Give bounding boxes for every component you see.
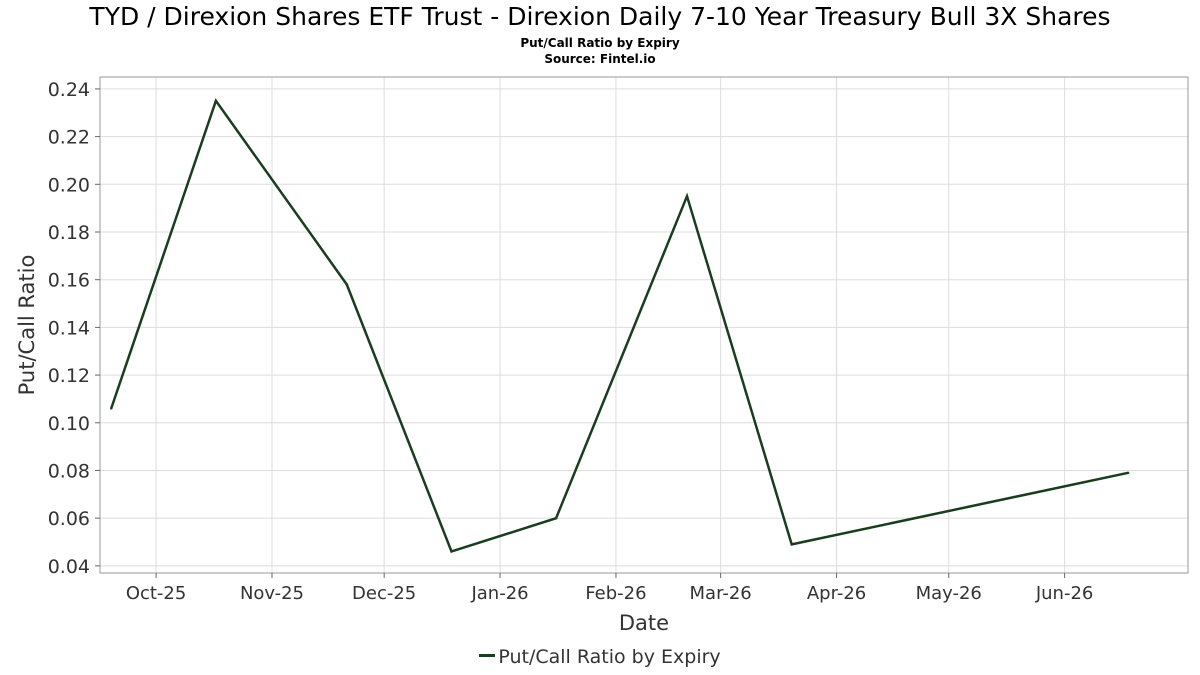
y-tick-label: 0.06	[48, 508, 90, 530]
data-point	[345, 283, 348, 286]
x-tick-label: Dec-25	[352, 583, 416, 604]
data-point	[1126, 471, 1130, 475]
x-axis-label: Date	[619, 611, 669, 635]
x-tick-label: Oct-25	[126, 583, 187, 604]
x-tick-label: Nov-25	[240, 583, 304, 604]
y-tick-label: 0.22	[48, 127, 90, 149]
chart-source: Source: Fintel.io	[544, 52, 656, 66]
plot-frame	[99, 76, 1189, 574]
data-point	[450, 550, 453, 553]
data-point	[214, 99, 218, 103]
plot-border	[99, 76, 1189, 574]
grid-lines	[100, 77, 1188, 573]
y-tick-label: 0.16	[48, 270, 90, 292]
x-axis: Oct-25 Nov-25 Dec-25 Jan-26 Feb-26 Mar-26 Apr-…	[126, 573, 1094, 604]
x-tick-label: Jun-26	[1035, 583, 1094, 604]
x-tick-label: Apr-26	[807, 583, 866, 604]
chart-subtitle: Put/Call Ratio by Expiry	[520, 36, 680, 50]
legend: Put/Call Ratio by Expiry	[0, 646, 1200, 668]
y-tick-label: 0.08	[48, 460, 90, 482]
series-layer	[110, 98, 1130, 554]
y-tick-label: 0.14	[48, 317, 90, 339]
y-axis: 0.04 0.06 0.08 0.10 0.12 0.14 0.16 0.18 0.20 0.22…	[48, 79, 100, 578]
y-axis-label: Put/Call Ratio	[15, 255, 39, 396]
data-point	[110, 407, 113, 410]
y-tick-label: 0.24	[48, 79, 90, 101]
x-tick-label: Mar-26	[690, 583, 752, 604]
x-tick-label: May-26	[916, 583, 982, 604]
y-tick-label: 0.18	[48, 222, 90, 244]
data-point	[685, 195, 689, 198]
y-tick-label: 0.04	[48, 556, 90, 578]
x-tick-label: Jan-26	[470, 583, 528, 604]
x-tick-label: Feb-26	[585, 583, 646, 604]
data-point	[554, 516, 558, 520]
chart-title: TYD / Direxion Shares ETF Trust - Direxi…	[89, 2, 1111, 31]
y-tick-label: 0.12	[48, 365, 90, 387]
y-tick-label: 0.10	[48, 413, 90, 435]
data-point	[790, 543, 793, 546]
series-line	[110, 98, 1129, 554]
y-tick-label: 0.20	[48, 174, 90, 196]
legend-swatch	[479, 654, 496, 657]
legend-label: Put/Call Ratio by Expiry	[498, 646, 721, 668]
